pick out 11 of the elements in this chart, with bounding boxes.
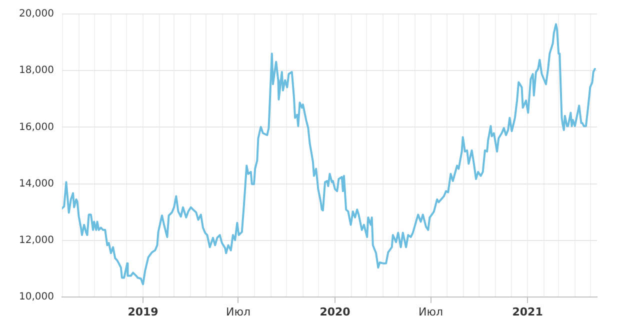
y-tick-label: 12,000 xyxy=(19,234,54,246)
y-tick-label: 20,000 xyxy=(19,8,54,20)
x-tick-label: 2021 xyxy=(512,305,543,318)
y-tick-label: 16,000 xyxy=(19,122,54,133)
x-tick-label: Июл xyxy=(226,305,250,318)
y-tick-label: 10,000 xyxy=(19,292,54,303)
y-tick-label: 18,000 xyxy=(19,65,54,76)
x-tick-label: 2019 xyxy=(128,305,158,318)
x-tick-label: Июл xyxy=(418,305,444,318)
x-tick-label: 2020 xyxy=(320,305,351,318)
y-tick-label: 14,000 xyxy=(19,178,54,190)
